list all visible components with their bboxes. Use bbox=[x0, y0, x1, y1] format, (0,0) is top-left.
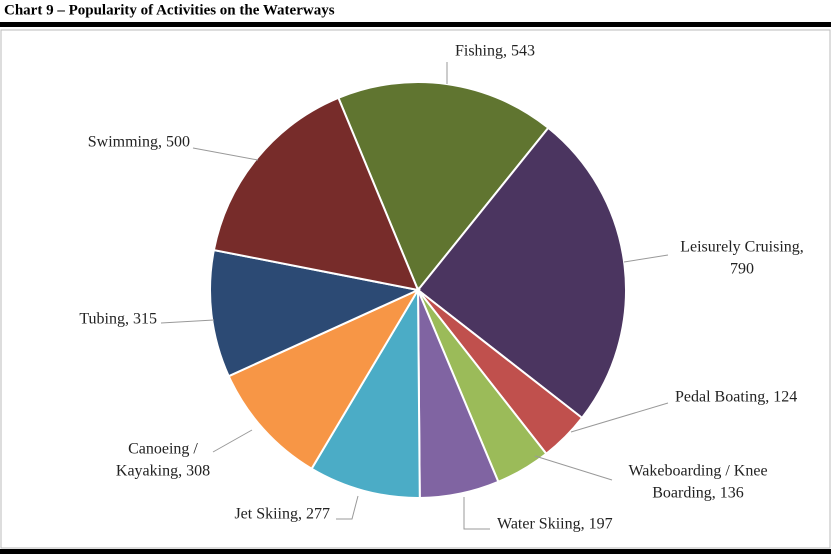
leader-line bbox=[160, 319, 215, 324]
data-label: Leisurely Cruising, bbox=[680, 239, 804, 256]
leader-line bbox=[212, 429, 253, 453]
data-label: Kayaking, 308 bbox=[116, 463, 210, 480]
data-label: Pedal Boating, 124 bbox=[675, 389, 797, 406]
data-label: Water Skiing, 197 bbox=[497, 516, 613, 533]
data-label: Boarding, 136 bbox=[652, 485, 744, 502]
leader-line bbox=[463, 497, 490, 530]
data-label: Wakeboarding / Knee bbox=[628, 463, 767, 480]
pie-slice bbox=[416, 126, 627, 420]
chart-frame bbox=[0, 29, 831, 549]
leader-line bbox=[534, 455, 613, 481]
data-label: Fishing, 543 bbox=[455, 43, 535, 60]
leader-line bbox=[336, 495, 359, 520]
bottom-rule bbox=[0, 549, 831, 554]
data-label: Canoeing / bbox=[128, 441, 198, 458]
leader-line bbox=[570, 402, 669, 433]
data-label: 790 bbox=[730, 261, 754, 278]
chart-title: Chart 9 – Popularity of Activities on th… bbox=[4, 2, 335, 18]
data-label: Jet Skiing, 277 bbox=[234, 506, 330, 523]
pie-slice bbox=[227, 287, 421, 471]
pie-slice bbox=[212, 96, 420, 292]
title-rule bbox=[0, 22, 831, 27]
data-label: Swimming, 500 bbox=[88, 134, 190, 151]
leader-line bbox=[623, 254, 669, 263]
pie-slice bbox=[310, 286, 421, 499]
data-label: Tubing, 315 bbox=[79, 311, 157, 328]
pie-slice bbox=[337, 81, 550, 292]
leader-line bbox=[192, 147, 259, 161]
pie-slice bbox=[209, 248, 422, 378]
